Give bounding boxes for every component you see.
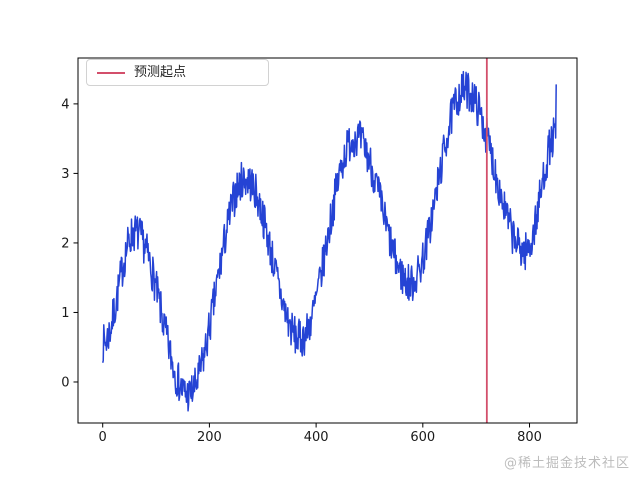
data-series-layer (101, 70, 557, 412)
series-line (101, 70, 557, 412)
plot-frame (77, 57, 578, 424)
legend: 预测起点 (86, 59, 269, 86)
x-tick-label: 800 (517, 430, 542, 445)
y-tick-label: 1 (61, 306, 69, 321)
axes-layer: 0 200 400 600 800 0 1 2 3 4 (61, 57, 578, 445)
y-tick-label: 2 (61, 236, 69, 251)
legend-line-swatch (97, 71, 125, 74)
x-tick-label: 400 (304, 430, 329, 445)
x-tick-label: 200 (197, 430, 222, 445)
y-tick-label: 0 (61, 375, 69, 390)
x-tick-label: 600 (410, 430, 435, 445)
legend-label: 预测起点 (134, 65, 187, 80)
watermark-text: @稀土掘金技术社区 (503, 456, 630, 471)
x-tick-label: 0 (99, 430, 107, 445)
y-tick-label: 4 (61, 97, 69, 112)
y-tick-label: 3 (61, 167, 69, 182)
